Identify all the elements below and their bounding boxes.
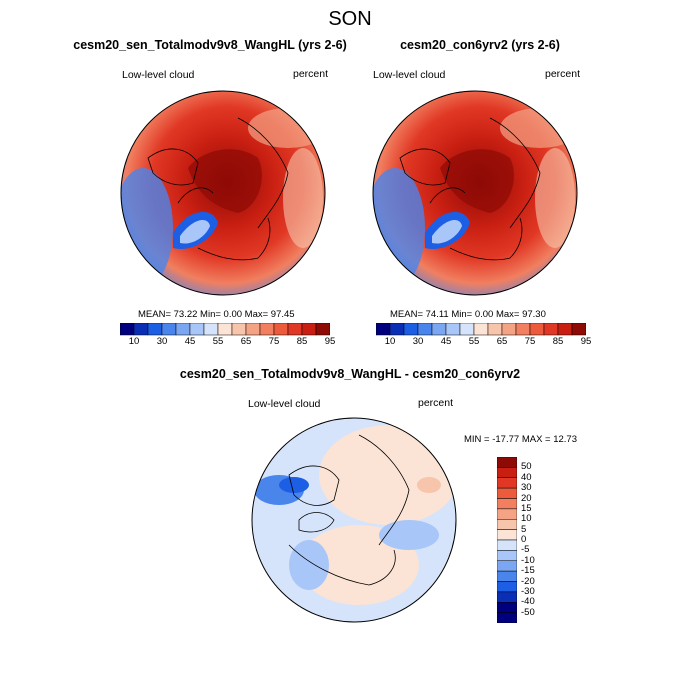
colorbar-swatch [571, 323, 586, 336]
panel-3-variable-label: Low-level cloud [248, 398, 321, 410]
colorbar-tick-label: 75 [268, 336, 280, 347]
colorbar-swatch [487, 323, 503, 336]
colorbar-tick-label: 55 [212, 336, 224, 347]
colorbar-swatch [543, 323, 559, 336]
colorbar-swatch [497, 539, 517, 551]
colorbar-swatch [501, 323, 517, 336]
panel-2-colorbar [376, 323, 586, 336]
panel-2-title: cesm20_con6yrv2 (yrs 2-6) [400, 38, 560, 52]
colorbar-swatch [497, 457, 517, 468]
colorbar-swatch [301, 323, 317, 336]
colorbar-tick-label: 30 [156, 336, 168, 347]
colorbar-swatch [497, 477, 517, 489]
colorbar-tick-label: 85 [296, 336, 308, 347]
colorbar-swatch [497, 570, 517, 582]
colorbar-swatch [133, 323, 149, 336]
colorbar-swatch [529, 323, 545, 336]
panel-1-polar-map [120, 90, 326, 296]
colorbar-swatch [315, 323, 330, 336]
colorbar-tick-label: 0 [521, 534, 527, 545]
colorbar-tick-label: -5 [521, 544, 530, 556]
colorbar-tick-label: 5 [521, 523, 527, 535]
colorbar-tick-label: -50 [521, 606, 535, 618]
panel-3-title: cesm20_sen_Totalmodv9v8_WangHL - cesm20_… [179, 367, 521, 381]
colorbar-swatch [245, 323, 261, 336]
colorbar-tick-label: 85 [552, 336, 564, 347]
panel-2-units-label: percent [545, 68, 581, 80]
panel-1-stats: MEAN= 73.22 Min= 0.00 Max= 97.45 [138, 309, 295, 320]
colorbar-tick-label: -30 [521, 585, 535, 597]
panel-1-colorbar [120, 323, 330, 336]
colorbar-swatch [497, 529, 517, 541]
colorbar-swatch [120, 323, 135, 336]
panel-1-colorbar-labels: 10 30 45 55 65 75 85 95 [120, 336, 336, 350]
colorbar-swatch [259, 323, 275, 336]
colorbar-swatch [515, 323, 531, 336]
colorbar-tick-label: 10 [128, 336, 140, 347]
colorbar-swatch [497, 467, 517, 478]
panel-3-colorbar-labels: 50 40 30 20 15 10 5 0 -5 -10 -15 -20 -30 -40 -50 [521, 457, 561, 623]
colorbar-tick-label: 30 [412, 336, 424, 347]
colorbar-swatch [417, 323, 433, 336]
colorbar-swatch [203, 323, 219, 336]
colorbar-swatch [147, 323, 163, 336]
colorbar-swatch [389, 323, 405, 336]
colorbar-tick-label: 45 [440, 336, 452, 347]
colorbar-swatch [497, 519, 517, 530]
colorbar-swatch [287, 323, 303, 336]
panel-2-stats: MEAN= 74.11 Min= 0.00 Max= 97.30 [390, 309, 546, 320]
colorbar-swatch [217, 323, 233, 336]
page-title: SON [328, 8, 372, 30]
panel-3-units-label: percent [418, 397, 454, 409]
colorbar-swatch [497, 550, 517, 561]
colorbar-tick-label: 15 [521, 502, 532, 514]
panel-2-colorbar-labels: 10 30 45 55 65 75 85 95 [376, 336, 592, 350]
colorbar-swatch [231, 323, 247, 336]
colorbar-tick-label: 75 [524, 336, 536, 347]
panel-1-title: cesm20_sen_Totalmodv9v8_WangHL (yrs 2-6) [73, 38, 347, 52]
colorbar-swatch [497, 487, 517, 499]
colorbar-tick-label: 40 [521, 471, 532, 483]
colorbar-tick-label: 10 [384, 336, 396, 347]
colorbar-swatch [497, 508, 517, 520]
colorbar-swatch [403, 323, 419, 336]
colorbar-swatch [557, 323, 573, 336]
colorbar-swatch [431, 323, 447, 336]
colorbar-swatch [497, 602, 517, 613]
colorbar-tick-label: -40 [521, 596, 535, 608]
colorbar-swatch [376, 323, 391, 336]
colorbar-swatch [497, 498, 517, 510]
panel-3-colorbar [497, 457, 517, 623]
panel-1-units-label: percent [293, 68, 329, 80]
colorbar-swatch [497, 612, 517, 623]
colorbar-swatch [161, 323, 177, 336]
panel-2-variable-label: Low-level cloud [373, 69, 446, 81]
colorbar-tick-label: 20 [521, 492, 532, 504]
colorbar-tick-label: 65 [240, 336, 252, 347]
panel-2-polar-map [372, 90, 578, 296]
colorbar-tick-label: 95 [324, 336, 336, 347]
colorbar-tick-label: 50 [521, 461, 532, 473]
colorbar-tick-label: 10 [521, 513, 532, 525]
colorbar-tick-label: -15 [521, 565, 535, 577]
colorbar-tick-label: 45 [184, 336, 196, 347]
colorbar-tick-label: -20 [521, 575, 535, 587]
colorbar-tick-label: -10 [521, 554, 535, 566]
colorbar-swatch [175, 323, 191, 336]
colorbar-tick-label: 95 [580, 336, 592, 347]
colorbar-swatch [459, 323, 475, 336]
colorbar-swatch [497, 560, 517, 572]
colorbar-swatch [445, 323, 461, 336]
colorbar-swatch [189, 323, 205, 336]
colorbar-swatch [273, 323, 289, 336]
colorbar-tick-label: 55 [468, 336, 480, 347]
colorbar-swatch [497, 581, 517, 593]
colorbar-swatch [473, 323, 489, 336]
colorbar-swatch [497, 591, 517, 603]
panel-3-stats: MIN = -17.77 MAX = 12.73 [464, 434, 578, 445]
colorbar-tick-label: 30 [521, 482, 532, 494]
panel-1-variable-label: Low-level cloud [122, 69, 195, 81]
panel-3-polar-map [251, 417, 457, 623]
colorbar-tick-label: 65 [496, 336, 508, 347]
